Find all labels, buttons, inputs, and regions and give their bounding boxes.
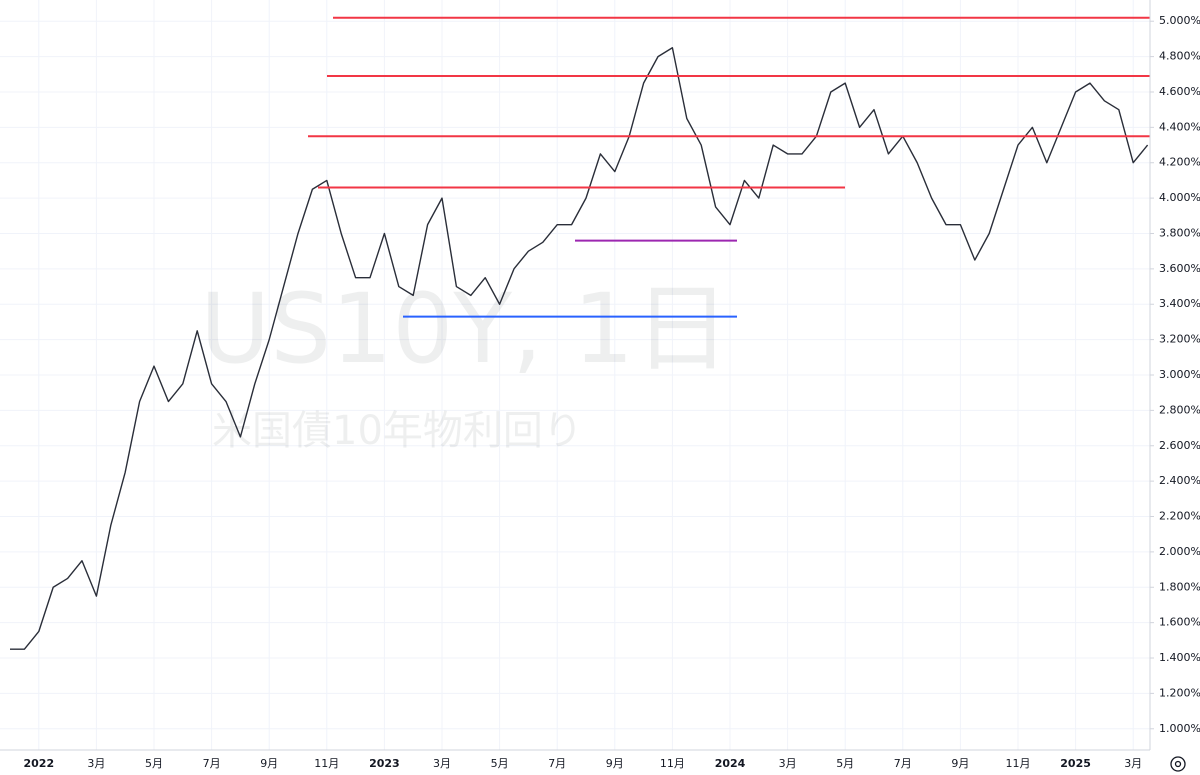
x-tick-label: 5月 <box>836 757 854 770</box>
x-tick-label: 9月 <box>260 757 278 770</box>
y-tick-label: 3.000% <box>1159 368 1200 381</box>
x-tick-label: 7月 <box>203 757 221 770</box>
y-tick-label: 2.400% <box>1159 474 1200 487</box>
y-tick-label: 2.200% <box>1159 510 1200 523</box>
plot <box>10 16 1150 650</box>
x-tick-label: 7月 <box>548 757 566 770</box>
y-tick-label: 4.400% <box>1159 120 1200 133</box>
y-tick-label: 3.600% <box>1159 262 1200 275</box>
y-tick-label: 4.600% <box>1159 85 1200 98</box>
y-tick-label: 2.800% <box>1159 403 1200 416</box>
y-tick-label: 5.000% <box>1159 14 1200 27</box>
x-tick-label: 2022 <box>23 757 54 770</box>
settings-button[interactable] <box>1170 756 1186 772</box>
y-tick-label: 3.400% <box>1159 297 1200 310</box>
grid <box>0 0 1150 750</box>
x-tick-label: 3月 <box>433 757 451 770</box>
x-tick-label: 3月 <box>1124 757 1142 770</box>
y-tick-label: 4.000% <box>1159 191 1200 204</box>
y-tick-label: 2.000% <box>1159 545 1200 558</box>
y-tick-label: 1.600% <box>1159 616 1200 629</box>
watermark-subtitle: 米国債10年物利回り <box>212 408 583 454</box>
y-tick-label: 4.200% <box>1159 156 1200 169</box>
y-tick-label: 3.800% <box>1159 226 1200 239</box>
y-tick-label: 2.600% <box>1159 439 1200 452</box>
x-tick-label: 7月 <box>894 757 912 770</box>
x-tick-label: 5月 <box>145 757 163 770</box>
y-tick-label: 1.800% <box>1159 580 1200 593</box>
y-tick-label: 3.200% <box>1159 333 1200 346</box>
x-tick-label: 11月 <box>660 757 685 770</box>
x-tick-label: 11月 <box>1006 757 1031 770</box>
y-tick-label: 1.400% <box>1159 651 1200 664</box>
x-tick-label: 3月 <box>87 757 105 770</box>
y-tick-label: 1.000% <box>1159 722 1200 735</box>
axes: 1.000% 1.200% 1.400% 1.600% 1.800% 2.000% 2.20… <box>23 14 1200 770</box>
x-tick-label: 5月 <box>491 757 509 770</box>
price-line <box>10 47 1149 650</box>
x-tick-label: 3月 <box>779 757 797 770</box>
x-tick-label: 9月 <box>951 757 969 770</box>
x-tick-label: 2023 <box>369 757 400 770</box>
x-tick-label: 11月 <box>314 757 339 770</box>
watermark-title: US10Y, 1日 <box>200 273 730 385</box>
x-tick-label: 9月 <box>606 757 624 770</box>
y-tick-label: 4.800% <box>1159 50 1200 63</box>
x-tick-label: 2024 <box>715 757 746 770</box>
settings-icon-center <box>1174 760 1182 768</box>
y-tick-label: 1.200% <box>1159 686 1200 699</box>
x-tick-label: 2025 <box>1060 757 1091 770</box>
settings-icon[interactable] <box>1170 756 1186 772</box>
